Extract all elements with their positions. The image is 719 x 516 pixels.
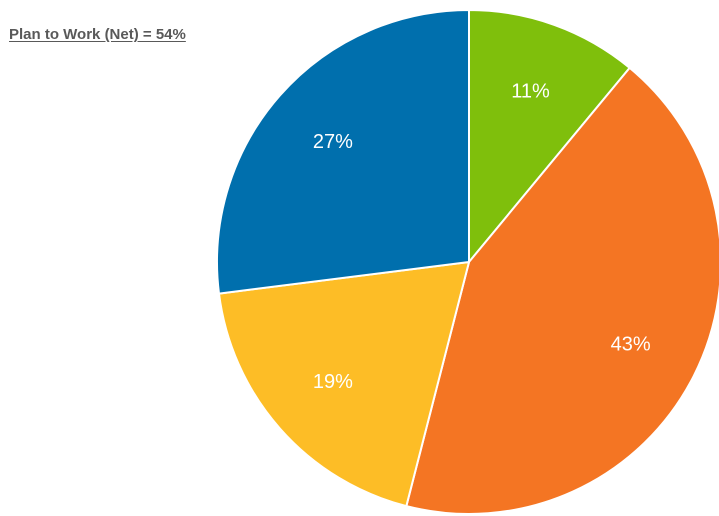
- pie-slice-1: [468, 9, 631, 263]
- pie-label-3: 19%: [313, 371, 353, 393]
- pie-labels: 11% 43% 19% 27%: [313, 80, 651, 393]
- pie-label-4: 27%: [313, 131, 353, 153]
- pie-slice-3: [217, 261, 470, 508]
- pie-slice-4: [216, 9, 470, 295]
- net-annotation: Plan to Work (Net) = 54%: [9, 26, 186, 43]
- pie-label-2: 43%: [611, 333, 651, 355]
- pie-label-1: 11%: [511, 80, 550, 102]
- pie-slices: [216, 9, 719, 515]
- pie-slice-2: [405, 66, 719, 515]
